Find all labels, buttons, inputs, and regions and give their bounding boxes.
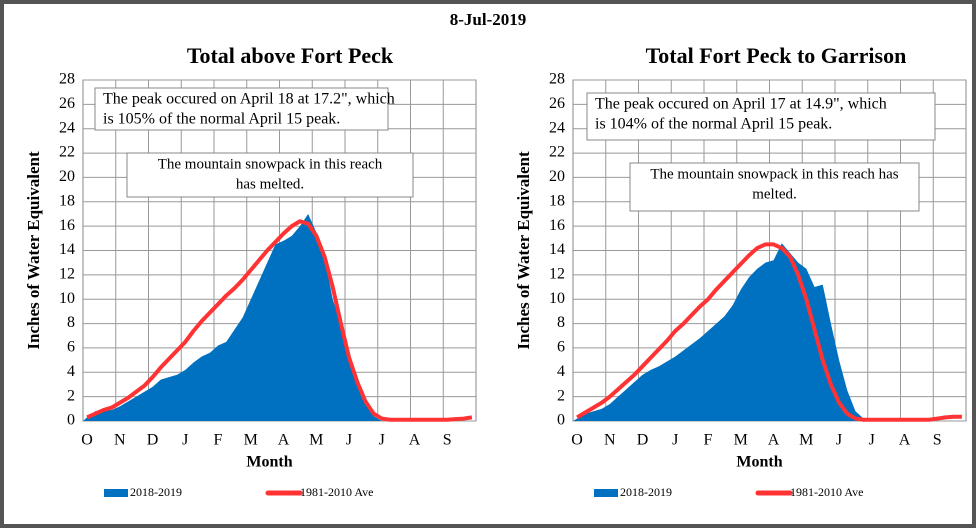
x-tick-label: M xyxy=(244,432,258,449)
x-tick-label: J xyxy=(672,432,678,449)
y-tick-label: 26 xyxy=(59,95,75,112)
y-tick-label: 26 xyxy=(549,95,565,112)
y-tick-label: 2 xyxy=(67,387,75,404)
x-tick-label: O xyxy=(81,432,93,449)
area xyxy=(83,213,476,421)
y-tick-label: 10 xyxy=(549,290,565,307)
legend-label: 1981-2010 Ave xyxy=(300,485,373,499)
annotation-box xyxy=(586,92,936,141)
y-tick-label: 14 xyxy=(59,241,75,258)
line xyxy=(576,242,962,422)
y-tick-label: 0 xyxy=(67,412,75,429)
x-axis-label: Month xyxy=(246,454,292,471)
x-tick-label: S xyxy=(933,432,942,449)
y-tick-label: 24 xyxy=(59,119,75,136)
y-tick-label: 10 xyxy=(59,290,75,307)
y-tick-label: 18 xyxy=(549,192,565,209)
annotation-text: The mountain snowpack in this reach xyxy=(158,156,383,172)
x-tick-label: S xyxy=(443,432,452,449)
x-tick-label: A xyxy=(278,432,290,449)
x-axis-label: Month xyxy=(736,454,782,471)
annotation-box xyxy=(126,152,414,198)
y-tick-label: 22 xyxy=(549,144,565,161)
x-tick-label: M xyxy=(799,432,813,449)
annotation-text: is 105% of the normal April 15 peak. xyxy=(103,111,340,128)
y-tick-label: 22 xyxy=(59,144,75,161)
y-tick-label: 4 xyxy=(557,363,565,380)
y-tick-label: 4 xyxy=(67,363,75,380)
y-tick-label: 6 xyxy=(67,339,75,356)
y-tick-label: 14 xyxy=(549,241,565,258)
page-title: 8-Jul-2019 xyxy=(450,10,527,29)
y-tick-label: 18 xyxy=(59,192,75,209)
x-tick-label: N xyxy=(604,432,616,449)
legend-label: 1981-2010 Ave xyxy=(790,485,863,499)
y-axis-label: Inches of Water Equivalent xyxy=(514,151,533,350)
x-tick-label: A xyxy=(768,432,780,449)
chart-title: Total Fort Peck to Garrison xyxy=(646,43,907,68)
y-tick-label: 16 xyxy=(549,217,565,234)
y-tick-label: 12 xyxy=(59,266,75,283)
x-tick-label: A xyxy=(409,432,421,449)
legend-swatch xyxy=(594,489,618,497)
x-tick-label: J xyxy=(379,432,385,449)
y-tick-label: 28 xyxy=(549,71,565,88)
legend-swatch xyxy=(104,489,128,497)
x-tick-label: D xyxy=(637,432,649,449)
x-tick-label: J xyxy=(836,432,842,449)
x-tick-label: F xyxy=(704,432,713,449)
y-tick-label: 8 xyxy=(557,314,565,331)
annotation-text: has melted. xyxy=(236,176,304,192)
annotation-box xyxy=(94,87,389,131)
x-tick-label: F xyxy=(214,432,223,449)
y-tick-label: 20 xyxy=(549,168,565,185)
y-tick-label: 6 xyxy=(557,339,565,356)
annotation-text: The peak occured on April 17 at 14.9", w… xyxy=(595,96,887,113)
y-tick-label: 24 xyxy=(549,119,565,136)
x-tick-label: J xyxy=(182,432,188,449)
x-tick-label: M xyxy=(734,432,748,449)
chart-title: Total above Fort Peck xyxy=(187,43,394,68)
x-tick-label: J xyxy=(346,432,352,449)
legend-label: 2018-2019 xyxy=(620,485,672,499)
y-tick-label: 20 xyxy=(59,168,75,185)
annotation-box xyxy=(629,162,920,212)
legend-label: 2018-2019 xyxy=(130,485,182,499)
y-tick-label: 0 xyxy=(557,412,565,429)
x-tick-label: N xyxy=(114,432,126,449)
y-tick-label: 2 xyxy=(557,387,565,404)
y-tick-label: 12 xyxy=(549,266,565,283)
x-tick-label: O xyxy=(571,432,583,449)
x-tick-label: A xyxy=(899,432,911,449)
y-tick-label: 8 xyxy=(67,314,75,331)
x-tick-label: M xyxy=(309,432,323,449)
y-tick-label: 28 xyxy=(59,71,75,88)
x-tick-label: D xyxy=(147,432,159,449)
area xyxy=(573,243,966,421)
annotation-text: is 104% of the normal April 15 peak. xyxy=(595,116,832,133)
y-tick-label: 16 xyxy=(59,217,75,234)
annotation-text: The mountain snowpack in this reach has xyxy=(650,166,898,182)
x-tick-label: J xyxy=(869,432,875,449)
y-axis-label: Inches of Water Equivalent xyxy=(24,151,43,350)
annotation-text: melted. xyxy=(752,186,797,202)
line xyxy=(86,219,473,422)
annotation-text: The peak occured on April 18 at 17.2", w… xyxy=(103,91,395,108)
